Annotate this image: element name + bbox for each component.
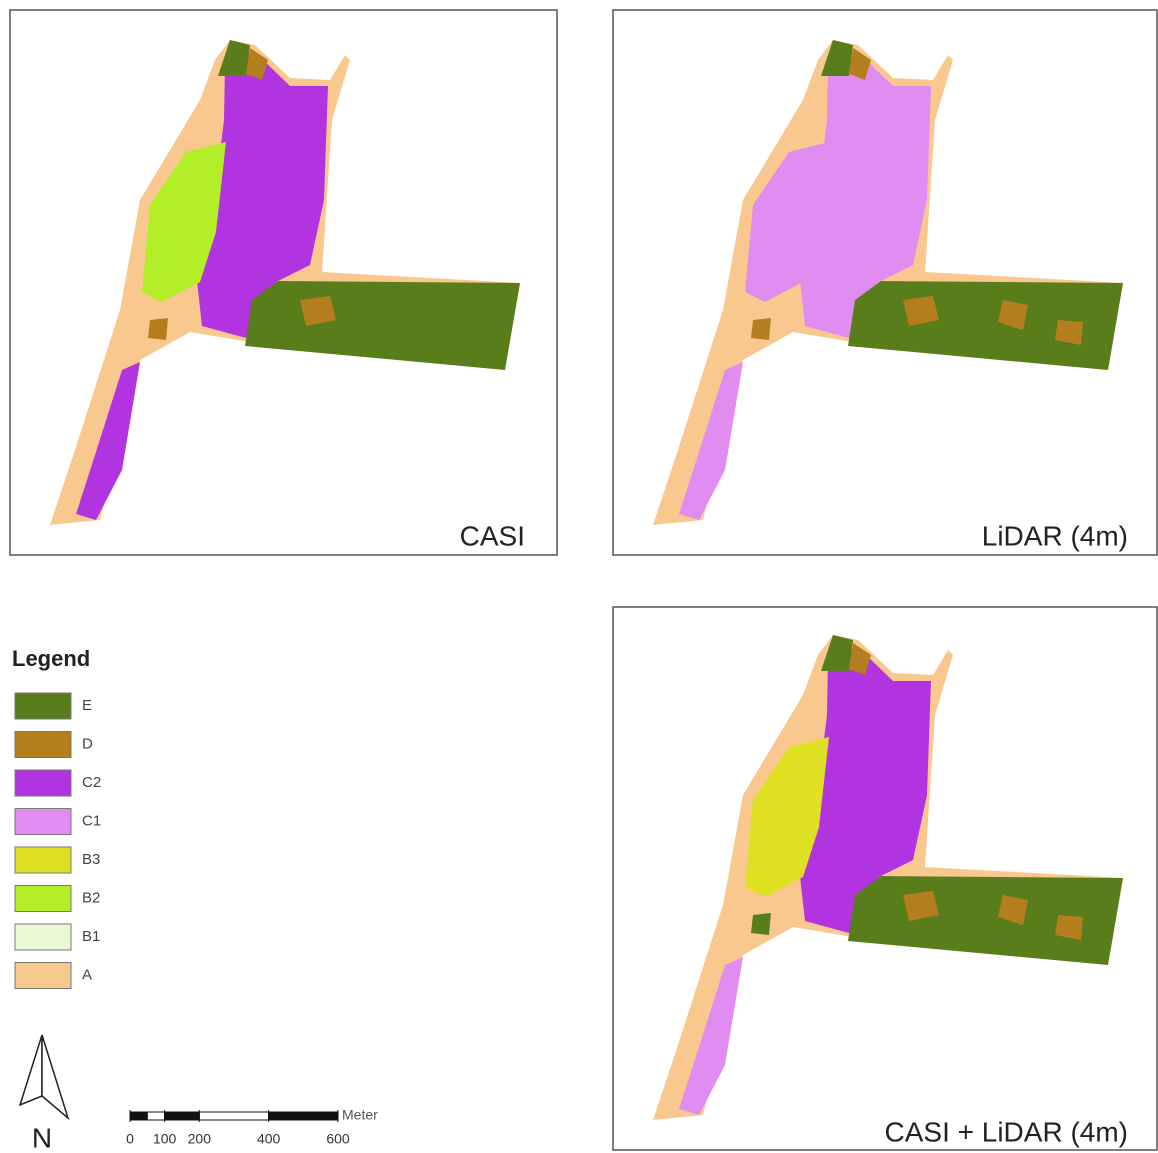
legend-swatch	[15, 847, 71, 873]
legend-title: Legend	[12, 646, 90, 671]
scale-segment	[147, 1112, 164, 1120]
legend-label: B1	[82, 928, 100, 945]
legend-swatch	[15, 963, 71, 989]
legend-label: E	[82, 697, 92, 714]
north-label: N	[32, 1122, 52, 1153]
scale-label: 400	[257, 1131, 281, 1147]
map-area	[245, 281, 520, 370]
legend-swatch	[15, 809, 71, 835]
scale-label: 600	[326, 1131, 350, 1147]
scale-segment	[269, 1112, 338, 1120]
scale-segment	[130, 1112, 147, 1120]
legend-label: D	[82, 735, 93, 752]
legend-label: C2	[82, 774, 101, 791]
legend-swatch	[15, 693, 71, 719]
figure: CASI LiDAR (4m) CASI + LiDAR (4m) Legend…	[0, 0, 1158, 1153]
map	[653, 635, 1123, 1120]
north-arrow: N	[20, 1035, 68, 1153]
panel-label: CASI + LiDAR (4m)	[885, 1116, 1129, 1147]
legend-label: C1	[82, 812, 101, 829]
scale-label: 200	[188, 1131, 212, 1147]
scale-label: 100	[153, 1131, 177, 1147]
map-area	[751, 913, 771, 935]
legend-label: B3	[82, 851, 100, 868]
map-area	[751, 318, 771, 340]
legend-swatch	[15, 886, 71, 912]
map	[653, 40, 1123, 525]
map-area	[148, 318, 168, 340]
scale-label: 0	[126, 1131, 134, 1147]
panel-label: CASI	[460, 520, 525, 551]
panel-label: LiDAR (4m)	[982, 520, 1128, 551]
legend-swatch	[15, 732, 71, 758]
legend-swatch	[15, 924, 71, 950]
map	[50, 40, 520, 525]
legend-label: A	[82, 966, 92, 983]
legend-swatch	[15, 770, 71, 796]
scale-unit: Meter	[342, 1107, 378, 1123]
scale-segment	[199, 1112, 268, 1120]
scale-segment	[165, 1112, 200, 1120]
legend-label: B2	[82, 889, 100, 906]
